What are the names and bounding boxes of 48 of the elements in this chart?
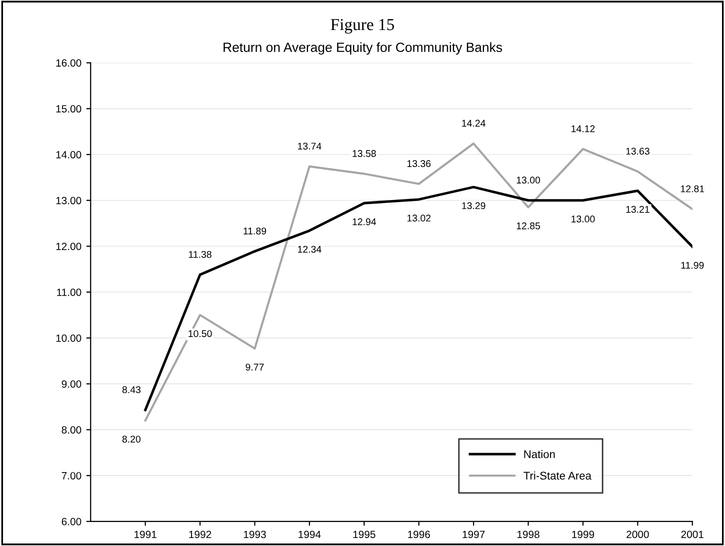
data-label: 13.29: [462, 202, 486, 210]
data-label: 9.77: [246, 364, 264, 371]
data-label: 13.74: [298, 142, 322, 150]
data-label: 10.50: [188, 330, 212, 338]
data-label: 14.12: [572, 125, 595, 132]
data-label: 13.21: [626, 206, 650, 213]
data-label: 13.00: [572, 216, 595, 222]
x-tick-label: 1993: [244, 530, 266, 538]
x-tick-label: 1992: [189, 530, 212, 538]
legend-label: Tri-State Area: [524, 471, 592, 480]
data-label: 13.02: [407, 214, 431, 222]
y-tick-label: 13.00: [56, 196, 82, 204]
x-tick-label: 1998: [517, 530, 540, 538]
x-tick-label: 1997: [462, 530, 485, 538]
data-label: 11.38: [188, 250, 212, 258]
y-tick-label: 14.00: [56, 151, 82, 158]
x-tick-label: 1995: [353, 530, 376, 538]
y-tick-label: 11.00: [57, 288, 82, 296]
x-tick-label: 1994: [298, 530, 321, 538]
data-label: 12.81: [680, 185, 704, 192]
data-label: 8.43: [122, 386, 140, 394]
y-tick-label: 16.00: [56, 59, 82, 67]
data-label: 12.85: [516, 222, 540, 230]
data-label: 13.00: [516, 176, 540, 184]
y-tick-label: 7.00: [62, 472, 82, 480]
data-label: 11.99: [681, 262, 704, 269]
x-tick-label: 2001: [681, 530, 704, 538]
y-tick-label: 8.00: [62, 426, 82, 434]
data-label: 12.94: [352, 218, 376, 226]
x-tick-label: 1999: [572, 530, 594, 538]
y-tick-label: 15.00: [56, 105, 82, 113]
chart-subtitle: Return on Average Equity for Community Banks: [224, 42, 502, 55]
y-tick-label: 10.00: [56, 334, 82, 342]
legend-label: Nation: [524, 450, 555, 458]
chart-title: Figure 15: [330, 18, 394, 34]
x-tick-label: 1996: [408, 530, 430, 538]
data-label: 14.24: [462, 120, 486, 127]
data-label: 11.89: [244, 228, 266, 234]
data-label: 13.58: [352, 150, 376, 157]
data-label: 12.34: [298, 246, 322, 253]
y-tick-label: 6.00: [62, 518, 82, 526]
x-tick-label: 2000: [626, 530, 649, 538]
x-tick-label: 1991: [134, 530, 156, 538]
y-tick-label: 12.00: [56, 242, 82, 250]
data-label: 8.20: [122, 436, 141, 443]
data-label: 13.36: [407, 160, 431, 168]
data-label: 13.63: [626, 148, 650, 155]
y-tick-label: 9.00: [62, 380, 82, 388]
